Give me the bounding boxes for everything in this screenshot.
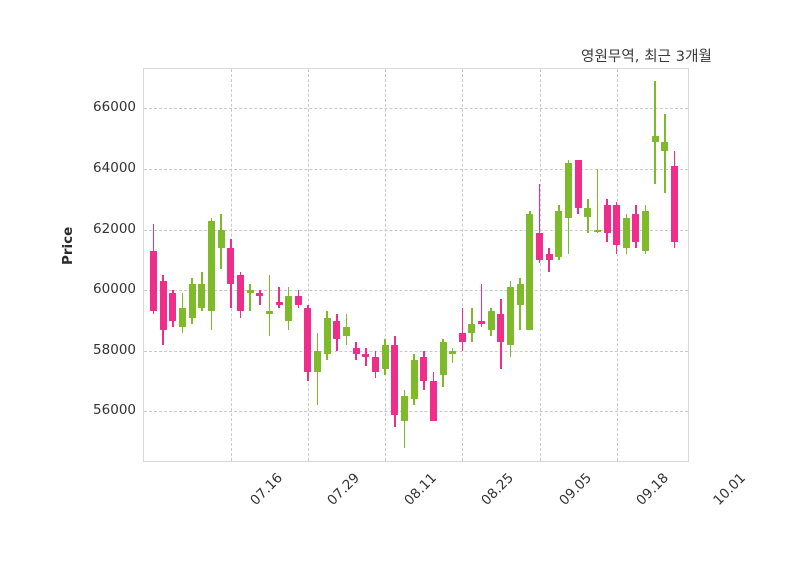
y-tick-label: 56000 xyxy=(93,402,136,419)
gridline-horizontal xyxy=(144,108,688,110)
candle-body xyxy=(516,284,524,306)
x-tick-label: 09.05 xyxy=(555,470,595,509)
gridline-horizontal xyxy=(144,411,688,413)
x-tick-label: 10.01 xyxy=(710,470,749,509)
candle-body xyxy=(208,220,216,312)
candle-body xyxy=(400,396,408,421)
candle-body xyxy=(555,211,563,257)
candle-body xyxy=(651,135,659,142)
candle-body xyxy=(642,211,650,251)
y-tick-label: 66000 xyxy=(93,99,136,116)
gridline-horizontal xyxy=(144,350,688,352)
candle-body xyxy=(536,232,543,260)
gridline-vertical xyxy=(462,69,464,461)
candle-body xyxy=(343,326,351,336)
candle-body xyxy=(632,214,640,242)
candle-body xyxy=(246,290,254,294)
candle-body xyxy=(439,341,447,376)
candle-body xyxy=(159,281,167,330)
candle-body xyxy=(217,229,225,248)
gridline-vertical xyxy=(616,69,618,461)
candle-body xyxy=(574,159,582,209)
candle-body xyxy=(526,214,534,330)
candle-body xyxy=(671,165,679,242)
candle-body xyxy=(352,347,360,354)
candle-body xyxy=(179,308,187,327)
x-tick-label: 07.16 xyxy=(247,470,286,509)
candle-wick xyxy=(451,347,454,363)
candle-body xyxy=(449,350,457,354)
candle-body xyxy=(420,356,428,382)
y-axis-tick-labels: 56000 58000 60000 62000 64000 66000 xyxy=(55,0,136,575)
gridline-horizontal xyxy=(144,290,688,292)
candle-body xyxy=(410,359,418,400)
candle-body xyxy=(458,332,466,342)
y-tick-label: 64000 xyxy=(93,160,136,176)
candle-body xyxy=(545,253,553,260)
x-tick-label: 08.11 xyxy=(401,470,441,509)
candle-body xyxy=(314,350,322,373)
candle-body xyxy=(487,311,495,330)
candle-body xyxy=(275,302,283,306)
plot-area xyxy=(143,68,689,462)
candle-body xyxy=(323,317,331,354)
candle-body xyxy=(507,287,515,345)
candle-wick xyxy=(365,347,367,366)
candle-body xyxy=(256,293,264,297)
candle-wick xyxy=(480,284,483,327)
candle-body xyxy=(593,229,601,232)
candle-wick xyxy=(596,169,599,233)
candle-body xyxy=(613,205,621,245)
gridline-vertical xyxy=(307,69,309,461)
candle-wick xyxy=(654,81,657,185)
y-axis-label: Price xyxy=(60,226,76,265)
candle-wick xyxy=(548,247,550,273)
candle-body xyxy=(236,275,244,312)
candle-body xyxy=(478,320,486,324)
candle-body xyxy=(429,381,437,421)
candle-body xyxy=(622,217,630,248)
candle-wick xyxy=(538,184,541,263)
candle-wick xyxy=(249,284,251,312)
candle-wick xyxy=(664,114,666,194)
candle-body xyxy=(333,320,341,339)
candle-body xyxy=(198,284,206,309)
candle-body xyxy=(227,247,235,285)
y-tick-label: 62000 xyxy=(93,220,136,237)
x-tick-label: 08.25 xyxy=(478,470,518,509)
chart-title: 영원무역, 최근 3개월 xyxy=(581,49,712,65)
candle-wick xyxy=(258,290,261,306)
candle-body xyxy=(150,250,158,312)
gridline-vertical xyxy=(385,69,387,461)
gridline-vertical xyxy=(539,69,541,461)
x-tick-label: 09.18 xyxy=(632,470,672,509)
candle-body xyxy=(584,208,592,218)
candle-body xyxy=(564,162,572,218)
candle-body xyxy=(362,353,370,357)
y-tick-label: 60000 xyxy=(93,281,136,298)
candle-body xyxy=(468,323,476,333)
candle-body xyxy=(294,296,302,306)
candle-body xyxy=(285,296,293,321)
candle-body xyxy=(661,141,669,151)
candle-wick xyxy=(461,308,464,351)
gridline-horizontal xyxy=(144,169,688,170)
candle-body xyxy=(169,293,177,321)
candle-body xyxy=(304,308,312,373)
plot-inner xyxy=(144,69,688,461)
candle-body xyxy=(497,314,505,342)
candle-body xyxy=(381,344,389,370)
candle-body xyxy=(603,205,611,233)
y-tick-label: 58000 xyxy=(93,341,136,358)
candle-wick xyxy=(268,275,271,336)
x-tick-label: 07.29 xyxy=(324,470,363,509)
candle-body xyxy=(372,356,380,373)
gridline-horizontal xyxy=(144,229,688,231)
candle-body xyxy=(188,284,196,318)
candle-body xyxy=(391,344,399,415)
candle-wick xyxy=(278,287,280,309)
candle-body xyxy=(265,311,273,315)
